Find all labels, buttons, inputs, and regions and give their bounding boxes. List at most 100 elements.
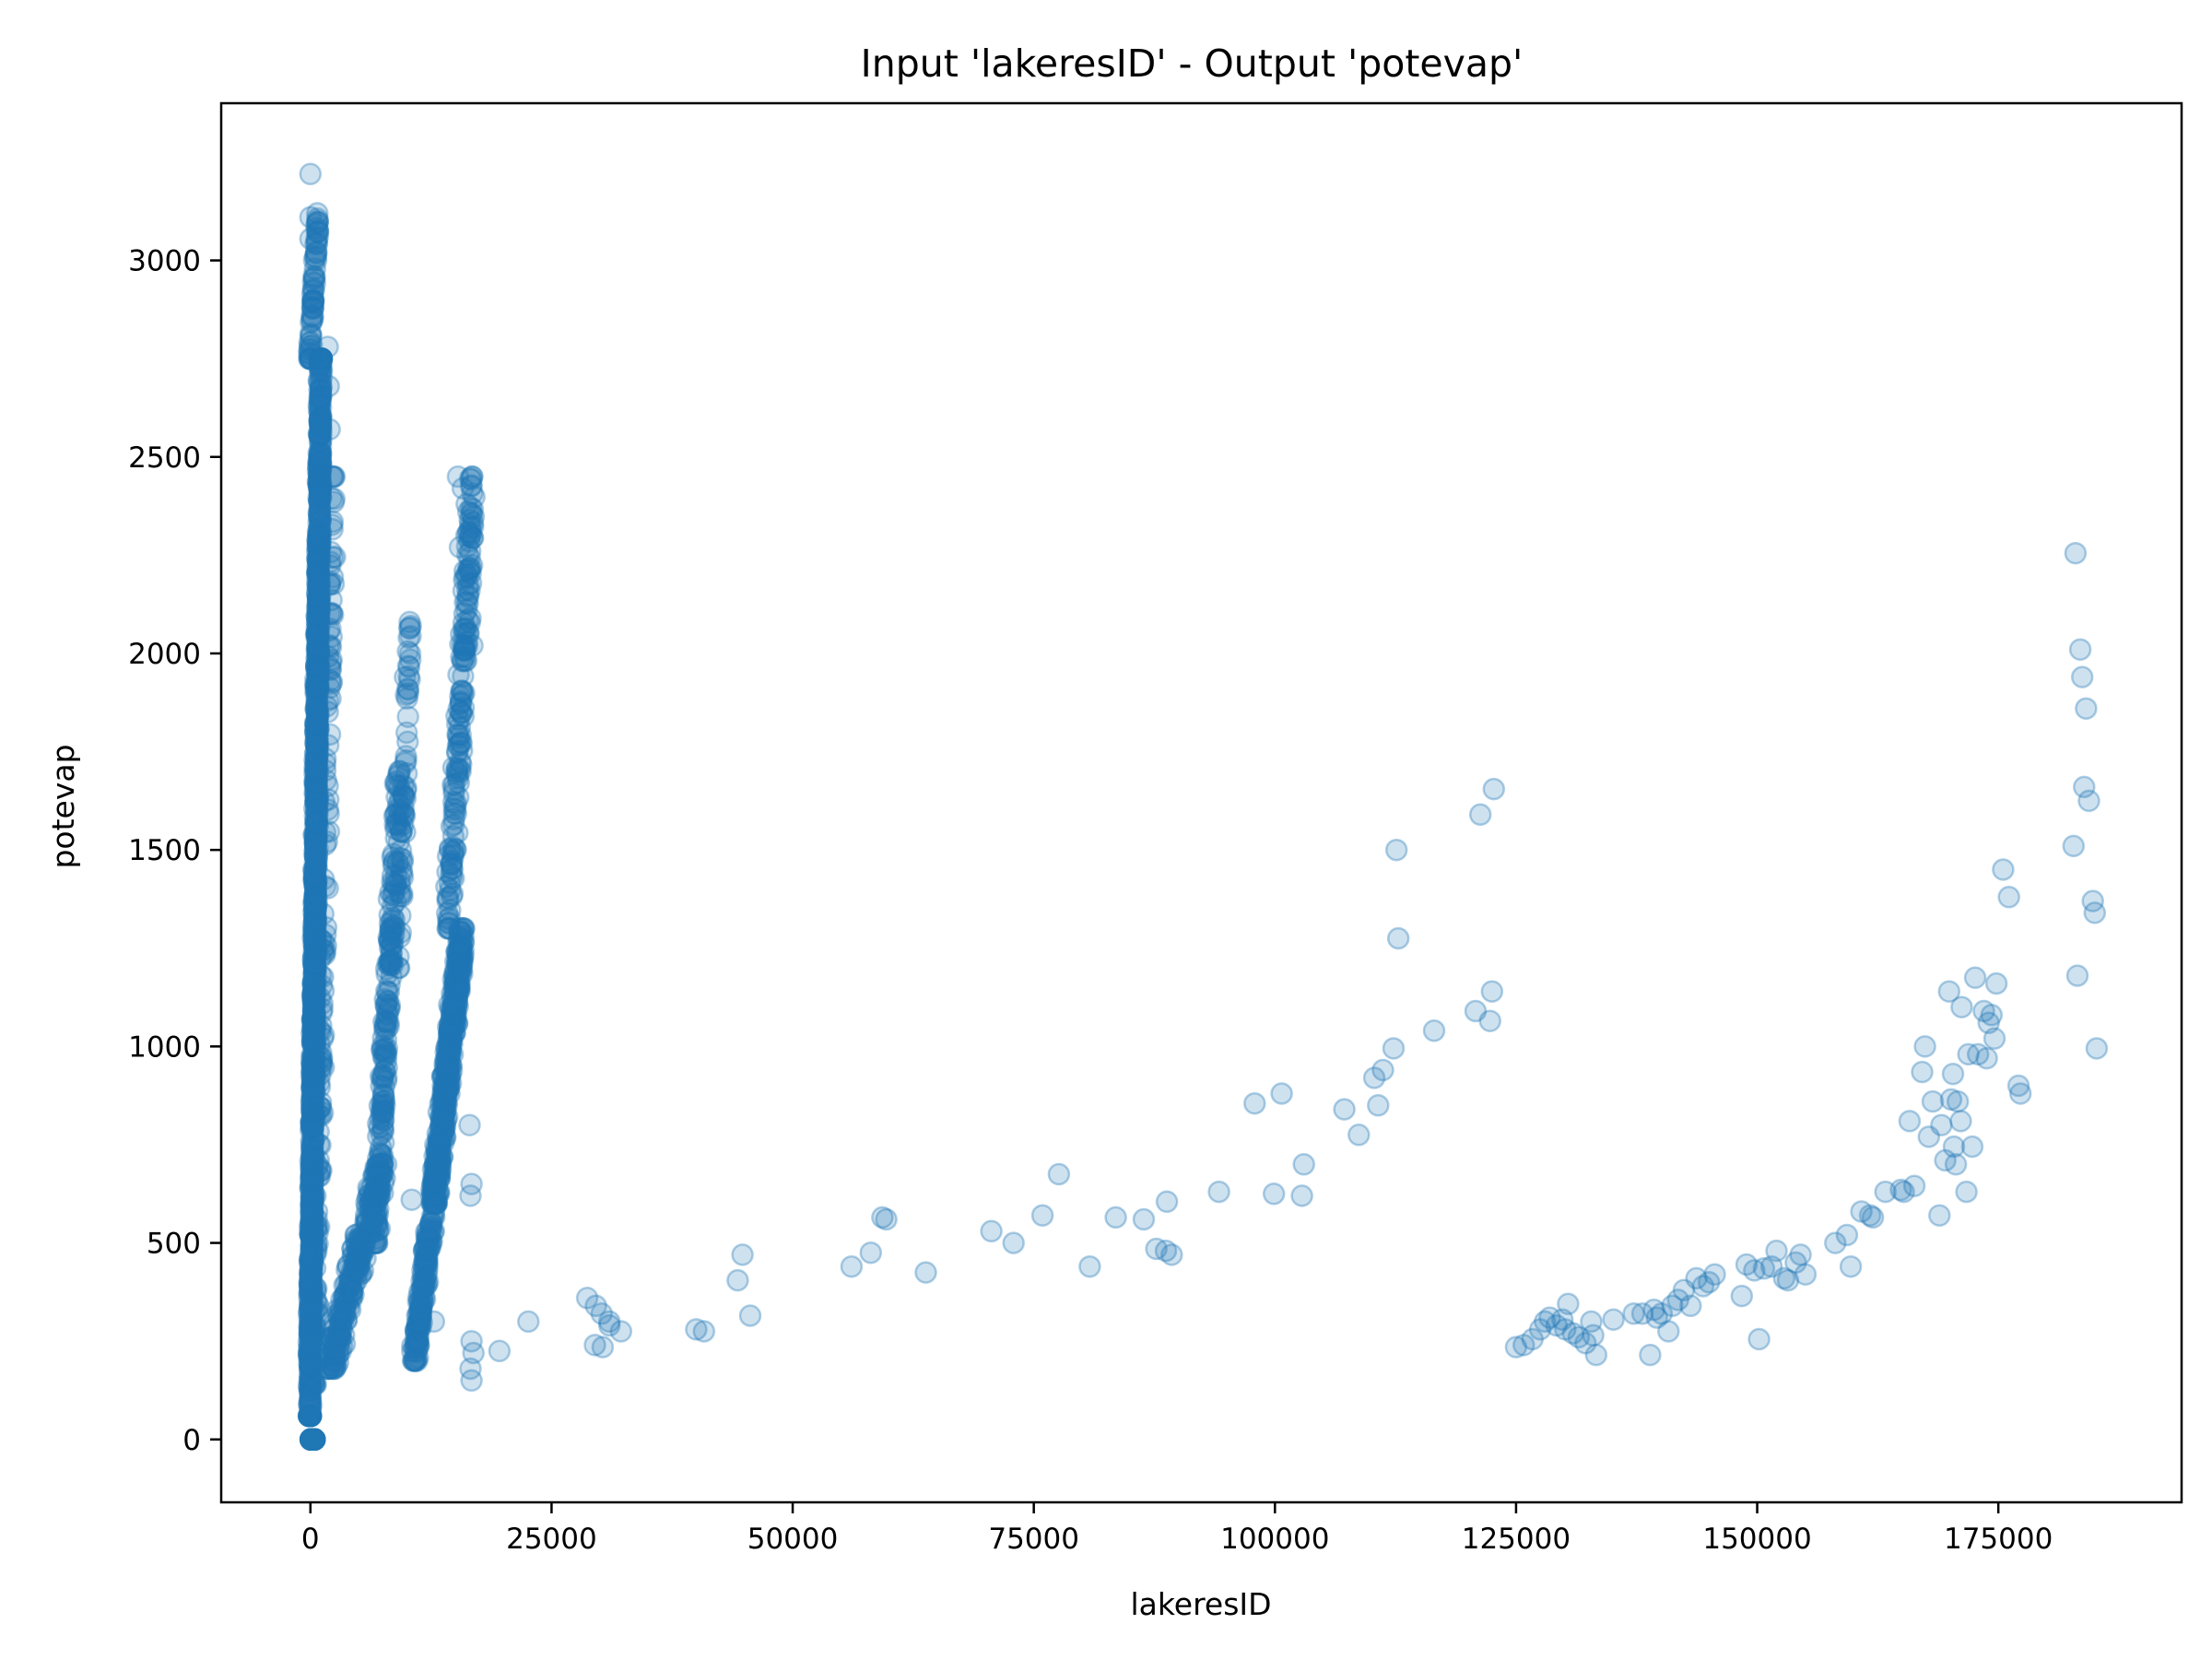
scatter-point-3106 [1898,1110,1922,1133]
scatter-point-583 [304,858,327,881]
scatter-point-648 [308,484,332,508]
scatter-point-452 [300,1262,324,1285]
scatter-point-389 [298,1314,321,1337]
scatter-point-613 [306,668,329,692]
scatter-point-2188 [390,820,413,844]
scatter-point-406 [300,1101,324,1125]
scatter-point-3112 [1928,1204,1951,1227]
scatter-point-345 [300,1199,323,1222]
scatter-point-291 [305,734,329,757]
scatter-point-335 [304,734,328,758]
scatter-point-560 [301,1057,324,1080]
scatter-point-733 [300,1252,323,1275]
scatter-point-81 [298,1323,322,1346]
scatter-point-634 [300,1373,323,1397]
scatter-point-762 [306,521,330,545]
scatter-point-426 [302,986,325,1010]
scatter-point-3135 [1997,886,2020,909]
scatter-point-229 [307,735,330,758]
scatter-point-3132 [1983,1027,2006,1051]
scatter-point-445 [308,347,332,371]
scatter-point-348 [299,1274,322,1298]
scatter-point-769 [305,620,329,643]
scatter-point-638 [308,656,331,679]
scatter-point-226 [300,1063,324,1086]
scatter-point-525 [300,1287,324,1311]
scatter-point-141 [310,487,333,510]
scatter-point-539 [298,1250,322,1274]
scatter-point-2985 [455,492,478,516]
scatter-point-341 [304,897,327,920]
scatter-point-371 [310,406,333,429]
scatter-point-615 [300,1227,324,1251]
scatter-point-212 [309,386,332,409]
scatter-point-69 [306,778,329,802]
scatter-point-149 [300,1163,324,1186]
scatter-point-1630 [316,734,340,757]
scatter-point-670 [300,1172,324,1196]
scatter-point-3134 [1992,858,2015,881]
scatter-point-80 [302,1003,325,1026]
scatter-point-3036 [1270,1082,1293,1105]
scatter-point-764 [299,1277,323,1301]
scatter-point-3147 [2083,901,2107,924]
scatter-point-3117 [1941,1062,1965,1086]
scatter-point-44 [305,694,328,717]
scatter-point-323 [308,488,331,512]
scatter-point-2981 [397,626,420,650]
scatter-point-30 [301,1006,325,1030]
scatter-point-131 [303,942,327,965]
scatter-point-737 [301,921,325,944]
scatter-point-183 [309,414,333,437]
scatter-point-534 [307,597,330,621]
scatter-point-686 [300,1201,324,1224]
scatter-point-576 [303,845,327,868]
scatter-point-316 [307,606,330,629]
scatter-point-24 [300,1156,323,1180]
scatter-point-231 [305,561,329,585]
scatter-point-600 [305,774,328,797]
scatter-point-621 [308,544,331,568]
scatter-point-274 [302,933,326,956]
scatter-point-1899 [333,1300,357,1324]
scatter-point-3121 [1949,1110,1972,1133]
scatter-point-89 [300,1185,323,1208]
scatter-point-567 [302,888,326,911]
scatter-point-117 [307,455,330,478]
scatter-point-339 [299,1280,322,1303]
scatter-point-3108 [1911,1060,1934,1084]
scatter-point-264 [301,1005,325,1028]
scatter-point-239 [304,883,327,906]
scatter-point-238 [300,1209,324,1232]
scatter-point-570 [304,720,327,744]
scatter-point-219 [309,521,332,545]
scatter-point-71 [298,1358,322,1382]
scatter-point-3003 [517,1310,540,1334]
scatter-point-206 [309,531,332,554]
scatter-point-488 [300,1222,324,1246]
scatter-point-741 [302,1007,326,1030]
scatter-point-448 [308,540,331,564]
scatter-point-393 [303,814,327,838]
scatter-point-132 [306,788,329,811]
scatter-point-221 [310,347,333,371]
scatter-point-386 [307,526,330,549]
scatter-point-3133 [1984,971,2008,995]
scatter-point-617 [306,588,330,612]
scatter-point-388 [300,1133,324,1157]
scatter-point-146 [304,810,328,833]
scatter-point-343 [304,789,327,812]
scatter-point-2961 [437,912,461,935]
scatter-point-620 [307,533,330,557]
scatter-point-2968 [446,734,470,758]
scatter-point-190 [300,1107,324,1131]
scatter-point-144 [307,563,331,586]
scatter-point-657 [300,1257,323,1281]
scatter-point-245 [303,951,326,975]
scatter-point-714 [305,617,329,640]
scatter-point-3119 [1944,1153,1968,1176]
scatter-point-3037 [1290,1184,1313,1207]
scatter-point-3076 [1657,1320,1680,1343]
scatter-point-213 [300,1281,324,1304]
x-tick-label-3: 75000 [988,1523,1079,1556]
